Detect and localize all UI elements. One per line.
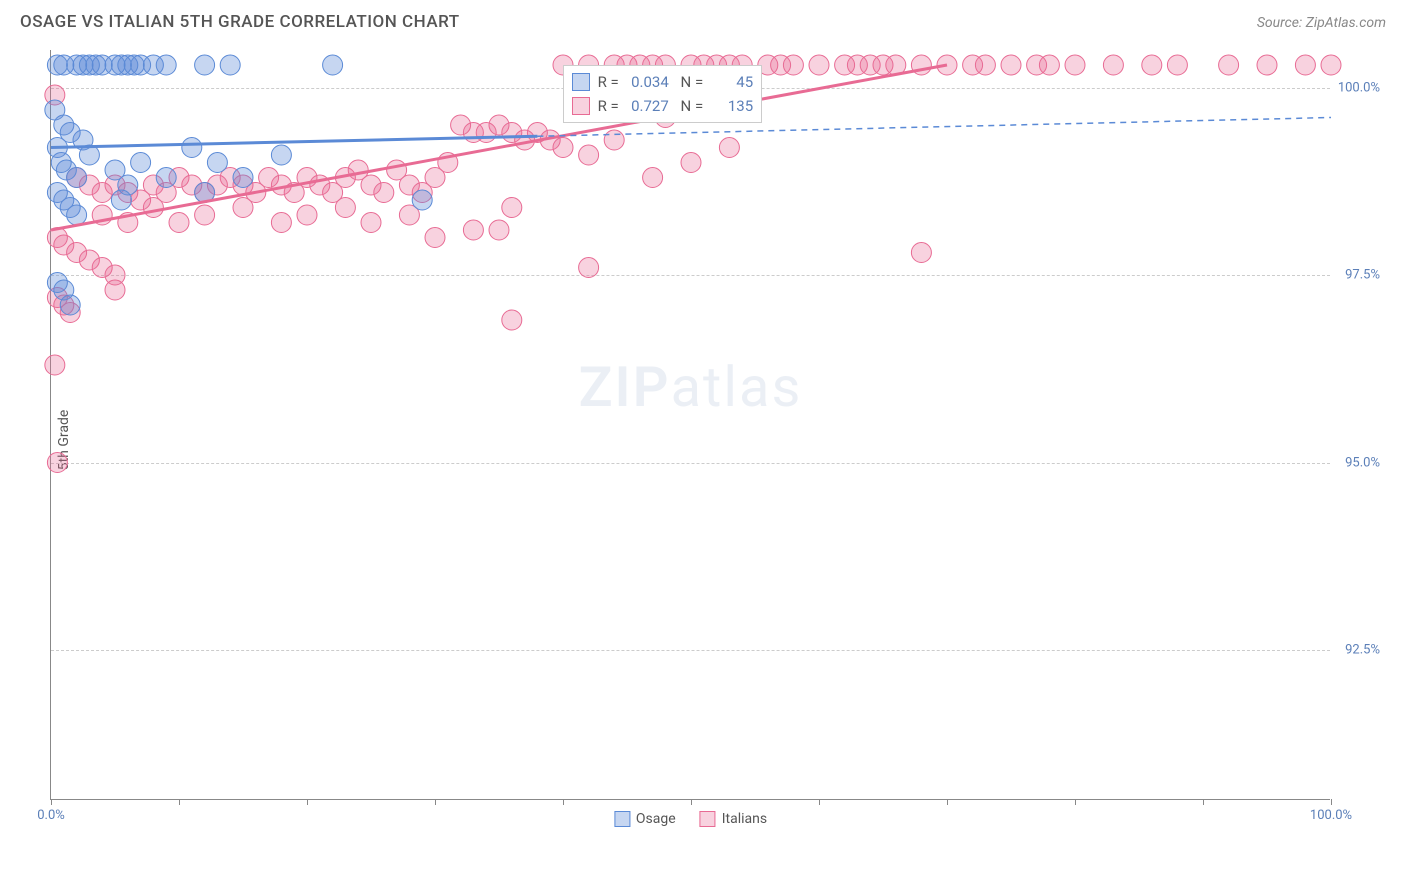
legend-swatch-icon: [614, 811, 630, 827]
legend-item: Osage: [614, 811, 676, 827]
italians-point: [374, 183, 394, 203]
stats-row-osage: R = 0.034 N = 45: [572, 70, 754, 94]
osage-point: [207, 153, 227, 173]
xtick: [1075, 799, 1076, 805]
italians-point: [1167, 55, 1187, 75]
italians-point: [579, 145, 599, 165]
italians-point: [783, 55, 803, 75]
osage-point: [412, 190, 432, 210]
xtick: [1331, 799, 1332, 805]
xtick: [179, 799, 180, 805]
italians-point: [195, 205, 215, 225]
italians-point: [1039, 55, 1059, 75]
legend-swatch-icon: [572, 73, 590, 91]
stats-n-label: N =: [677, 94, 703, 118]
italians-point: [361, 213, 381, 233]
xtick: [691, 799, 692, 805]
stats-row-italians: R = 0.727 N = 135: [572, 94, 754, 118]
scatter-plot: ZIPatlas 92.5%95.0%97.5%100.0%0.0%100.0%…: [50, 50, 1330, 800]
osage-point: [67, 168, 87, 188]
legend-item: Italians: [700, 811, 767, 827]
chart-source: Source: ZipAtlas.com: [1257, 15, 1386, 31]
italians-point: [489, 220, 509, 240]
bottom-legend: Osage Italians: [614, 811, 767, 827]
xtick: [51, 799, 52, 805]
xtick: [947, 799, 948, 805]
osage-point: [67, 205, 87, 225]
italians-point: [335, 198, 355, 218]
italians-point: [1295, 55, 1315, 75]
plot-svg: [51, 50, 1330, 799]
italians-point: [643, 168, 663, 188]
ytick-label: 97.5%: [1332, 268, 1380, 283]
osage-point: [195, 55, 215, 75]
legend-label: Italians: [722, 811, 767, 827]
xtick: [563, 799, 564, 805]
italians-point: [911, 243, 931, 263]
xtick: [435, 799, 436, 805]
stats-r-label: R =: [598, 70, 619, 94]
stats-n-value: 135: [711, 94, 753, 118]
legend-label: Osage: [636, 811, 676, 827]
italians-point: [1001, 55, 1021, 75]
osage-point: [60, 295, 80, 315]
osage-point: [271, 145, 291, 165]
italians-point: [502, 198, 522, 218]
osage-point: [111, 190, 131, 210]
osage-point: [182, 138, 202, 158]
stats-r-value: 0.034: [627, 70, 669, 94]
italians-point: [553, 138, 573, 158]
chart-area: 5th Grade ZIPatlas 92.5%95.0%97.5%100.0%…: [50, 50, 1386, 830]
italians-point: [463, 220, 483, 240]
stats-n-label: N =: [677, 70, 703, 94]
italians-point: [425, 228, 445, 248]
italians-point: [502, 310, 522, 330]
italians-point: [1142, 55, 1162, 75]
italians-point: [975, 55, 995, 75]
italians-point: [1065, 55, 1085, 75]
italians-point: [719, 138, 739, 158]
italians-point: [105, 280, 125, 300]
italians-point: [1257, 55, 1277, 75]
italians-point: [233, 198, 253, 218]
italians-point: [681, 153, 701, 173]
stats-r-label: R =: [598, 94, 619, 118]
stats-legend: R = 0.034 N = 45 R = 0.727 N = 135: [563, 65, 763, 123]
italians-point: [579, 258, 599, 278]
italians-point: [47, 453, 67, 473]
italians-point: [1321, 55, 1341, 75]
osage-trendline: [51, 136, 537, 147]
italians-point: [604, 130, 624, 150]
osage-point: [131, 153, 151, 173]
italians-point: [1103, 55, 1123, 75]
legend-swatch-icon: [572, 97, 590, 115]
stats-n-value: 45: [711, 70, 753, 94]
xtick: [307, 799, 308, 805]
osage-point: [156, 168, 176, 188]
osage-point: [220, 55, 240, 75]
ytick-label: 100.0%: [1332, 80, 1380, 95]
chart-title: OSAGE VS ITALIAN 5TH GRADE CORRELATION C…: [20, 12, 460, 32]
osage-point: [323, 55, 343, 75]
italians-point: [271, 213, 291, 233]
italians-point: [1219, 55, 1239, 75]
stats-r-value: 0.727: [627, 94, 669, 118]
osage-point: [156, 55, 176, 75]
italians-point: [45, 355, 65, 375]
italians-point: [143, 198, 163, 218]
italians-point: [809, 55, 829, 75]
italians-point: [169, 213, 189, 233]
xtick-label: 0.0%: [37, 808, 65, 823]
ytick-label: 92.5%: [1332, 643, 1380, 658]
osage-point: [233, 168, 253, 188]
italians-point: [297, 205, 317, 225]
ytick-label: 95.0%: [1332, 455, 1380, 470]
xtick-label: 100.0%: [1310, 808, 1352, 823]
xtick: [1203, 799, 1204, 805]
legend-swatch-icon: [700, 811, 716, 827]
xtick: [819, 799, 820, 805]
